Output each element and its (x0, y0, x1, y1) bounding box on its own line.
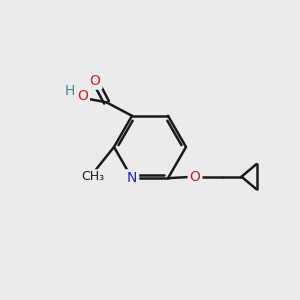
Text: H: H (65, 84, 75, 98)
Text: O: O (77, 89, 88, 103)
Text: CH₃: CH₃ (81, 170, 105, 184)
Text: O: O (90, 74, 101, 88)
Text: O: O (190, 170, 200, 184)
Text: N: N (127, 171, 137, 185)
